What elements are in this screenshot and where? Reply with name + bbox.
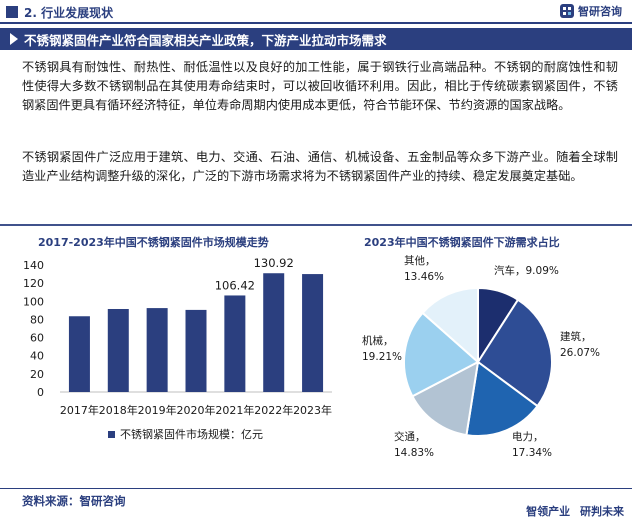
header-rule [0,22,632,24]
slogan-left: 智领产业 [526,505,571,518]
pie-label: 电力， [512,430,544,443]
y-tick-label: 40 [30,350,44,363]
bar [146,308,168,392]
paragraph-2: 不锈钢紧固件广泛应用于建筑、电力、交通、石油、通信、机械设备、五金制品等众多下游… [22,150,618,183]
zhiyan-logo-icon [560,4,574,18]
legend-label: 不锈钢紧固件市场规模：亿元 [120,427,263,441]
y-tick-label: 100 [23,295,44,308]
y-tick-label: 20 [30,368,44,381]
triangle-icon [10,33,18,45]
legend-swatch [108,431,115,438]
pie-value-label: 26.07% [560,347,600,359]
x-tick-label: 2017年 [60,403,99,417]
x-tick-label: 2021年 [215,403,254,417]
section-header-left: 2. 行业发展现状 [0,0,113,24]
pie-label: 机械， [362,334,394,347]
bar [224,295,246,392]
brand-name: 智研咨询 [578,5,622,18]
x-tick-label: 2019年 [138,403,177,417]
data-label: 106.42 [215,278,255,292]
pie-value-label: 19.21% [362,351,402,363]
y-tick-label: 120 [23,277,44,290]
data-label: 130.92 [254,256,294,270]
title-banner: 不锈钢紧固件产业符合国家相关产业政策，下游产业拉动市场需求 [0,28,632,50]
section-title: 2. 行业发展现状 [24,5,114,20]
bar [263,273,285,392]
section-marker-icon [6,6,18,18]
section-divider [0,224,632,226]
y-tick-label: 60 [30,332,44,345]
paragraph-1: 不锈钢具有耐蚀性、耐热性、耐低温性以及良好的加工性能，属于钢铁行业高端品种。不锈… [22,60,618,112]
pie-slice [465,360,539,437]
slogan: 智领产业 研判未来 [520,503,624,519]
x-tick-label: 2018年 [99,403,138,417]
x-tick-label: 2020年 [177,403,216,417]
x-tick-label: 2023年 [293,403,332,417]
pie-slice [476,298,553,408]
banner-title: 不锈钢紧固件产业符合国家相关产业政策，下游产业拉动市场需求 [24,32,387,48]
pie-label: 汽车，9.09% [494,264,559,277]
bar-chart-title: 2017-2023年中国不锈钢紧固件市场规模走势 [38,236,269,249]
bar [68,316,90,392]
section-header: 2. 行业发展现状 智研咨询 [0,0,632,24]
x-tick-label: 2022年 [254,403,293,417]
pie-slice [403,311,480,398]
pie-slice [421,286,479,365]
pie-chart-title: 2023年中国不锈钢紧固件下游需求占比 [364,236,560,249]
pie-label: 建筑， [560,330,592,343]
pie-value-label: 14.83% [394,447,434,459]
bar [185,309,207,392]
bar [107,308,129,392]
source-note: 资料来源：智研咨询 [22,494,126,508]
y-tick-label: 80 [30,313,44,326]
slogan-right: 研判未来 [580,505,624,518]
pie-value-label: 13.46% [404,271,444,283]
pie-label: 交通， [394,430,426,443]
footer-rule [0,488,632,489]
pie-value-label: 17.34% [512,447,552,459]
pie-label: 其他， [404,254,436,267]
bar [302,274,324,392]
y-tick-label: 140 [23,259,44,272]
y-tick-label: 0 [37,386,44,399]
pie-slice [411,360,480,437]
brand: 智研咨询 [559,3,622,19]
